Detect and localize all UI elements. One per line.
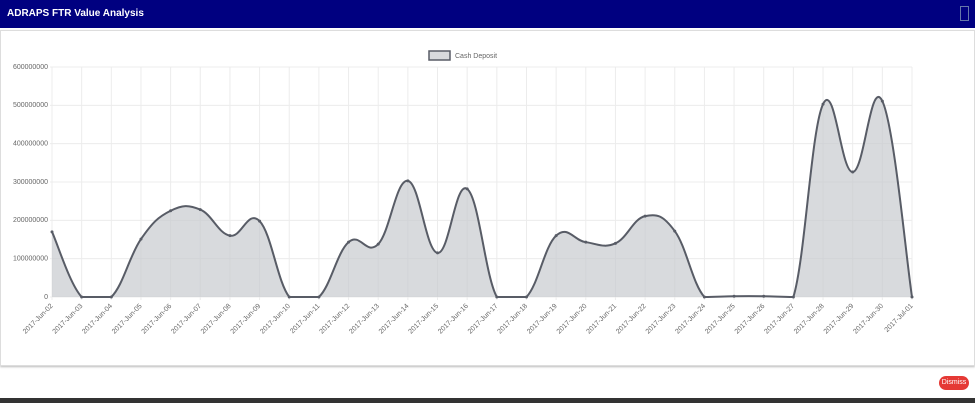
x-tick-label: 2017-Jun-29 — [823, 303, 856, 336]
x-tick-label: 2017-Jun-26 — [734, 303, 767, 336]
x-tick-label: 2017-Jun-30 — [852, 303, 885, 336]
modal-title: ADRAPS FTR Value Analysis — [7, 8, 144, 19]
y-tick-label: 200000000 — [13, 217, 48, 224]
point — [495, 295, 499, 299]
x-tick-label: 2017-Jun-08 — [200, 303, 233, 336]
x-tick-label: 2017-Jun-07 — [170, 303, 203, 336]
x-tick-label: 2017-Jun-03 — [52, 303, 85, 336]
x-tick-label: 2017-Jun-22 — [615, 303, 648, 336]
page-edge — [0, 398, 975, 403]
x-tick-label: 2017-Jun-05 — [111, 303, 144, 336]
x-tick-label: 2017-Jun-17 — [467, 303, 500, 336]
x-tick-label: 2017-Jun-19 — [526, 303, 559, 336]
point — [406, 179, 410, 183]
point — [584, 240, 588, 244]
point — [673, 229, 677, 233]
modal-header: ADRAPS FTR Value Analysis — [0, 0, 975, 28]
close-button[interactable] — [960, 6, 969, 21]
point — [228, 234, 232, 238]
point — [554, 234, 558, 238]
point — [80, 295, 84, 299]
point — [109, 295, 113, 299]
y-tick-label: 600000000 — [13, 64, 48, 71]
point — [643, 214, 647, 218]
point — [613, 241, 617, 245]
point — [258, 219, 262, 223]
x-tick-label: 2017-Jun-09 — [230, 303, 263, 336]
x-tick-label: 2017-Jun-12 — [319, 303, 352, 336]
legend-label: Cash Deposit — [455, 53, 497, 60]
x-tick-label: 2017-Jun-13 — [348, 303, 381, 336]
y-tick-label: 500000000 — [13, 102, 48, 109]
x-tick-label: 2017-Jun-18 — [496, 303, 529, 336]
point — [910, 295, 914, 299]
point — [465, 187, 469, 191]
x-tick-label: 2017-Jul-01 — [884, 303, 915, 334]
point — [791, 295, 795, 299]
chart: 0 100000000 200000000 300000000 400000000 500… — [13, 50, 915, 336]
point — [347, 240, 351, 244]
legend-swatch — [428, 50, 451, 61]
y-tick-label: 0 — [44, 294, 48, 301]
x-tick-label: 2017-Jun-21 — [585, 303, 618, 336]
point — [376, 242, 380, 246]
x-tick-label: 2017-Jun-06 — [141, 303, 174, 336]
point — [762, 294, 766, 298]
x-tick-label: 2017-Jun-24 — [674, 303, 707, 336]
x-tick-label: 2017-Jun-23 — [645, 303, 678, 336]
point — [317, 295, 321, 299]
x-tick-label: 2017-Jun-02 — [22, 303, 55, 336]
y-tick-label: 100000000 — [13, 256, 48, 263]
point — [50, 230, 54, 234]
x-tick-label: 2017-Jun-11 — [289, 303, 321, 335]
x-tick-label: 2017-Jun-20 — [556, 303, 589, 336]
y-tick-label: 300000000 — [13, 179, 48, 186]
point — [169, 209, 173, 213]
x-tick-label: 2017-Jun-16 — [437, 303, 470, 336]
x-tick-label: 2017-Jun-14 — [378, 303, 411, 336]
dismiss-button[interactable]: Dismiss — [939, 376, 969, 390]
point — [702, 295, 706, 299]
x-tick-label: 2017-Jun-04 — [81, 303, 114, 336]
point — [821, 102, 825, 106]
point — [732, 294, 736, 298]
point — [436, 251, 440, 255]
area — [52, 96, 912, 297]
x-tick-label: 2017-Jun-28 — [793, 303, 826, 336]
point — [287, 295, 291, 299]
y-tick-label: 400000000 — [13, 141, 48, 148]
point — [198, 208, 202, 212]
point — [880, 99, 884, 103]
point — [524, 295, 528, 299]
x-tick-label: 2017-Jun-27 — [763, 303, 796, 336]
point — [851, 170, 855, 174]
x-tick-label: 2017-Jun-10 — [259, 303, 292, 336]
x-tick-label: 2017-Jun-15 — [407, 303, 440, 336]
x-tick-label: 2017-Jun-25 — [704, 303, 737, 336]
point — [139, 237, 143, 241]
